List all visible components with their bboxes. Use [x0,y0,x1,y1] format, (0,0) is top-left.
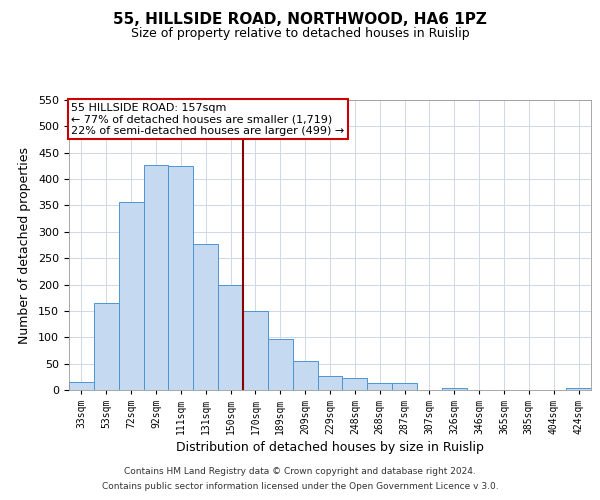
Bar [169,166,193,390]
Bar [243,311,268,390]
X-axis label: Distribution of detached houses by size in Ruislip: Distribution of detached houses by size … [176,441,484,454]
Bar [566,388,591,390]
Text: Size of property relative to detached houses in Ruislip: Size of property relative to detached ho… [131,28,469,40]
Y-axis label: Number of detached properties: Number of detached properties [18,146,31,344]
Bar [367,383,392,390]
Text: Contains public sector information licensed under the Open Government Licence v : Contains public sector information licen… [101,482,499,491]
Bar [119,202,143,390]
Bar [442,388,467,390]
Bar [143,165,169,390]
Text: Contains HM Land Registry data © Crown copyright and database right 2024.: Contains HM Land Registry data © Crown c… [124,467,476,476]
Bar [218,284,243,390]
Bar [317,376,343,390]
Bar [293,361,317,390]
Bar [268,339,293,390]
Bar [343,378,367,390]
Bar [193,244,218,390]
Text: 55 HILLSIDE ROAD: 157sqm
← 77% of detached houses are smaller (1,719)
22% of sem: 55 HILLSIDE ROAD: 157sqm ← 77% of detach… [71,102,345,136]
Bar [392,383,417,390]
Bar [94,303,119,390]
Text: 55, HILLSIDE ROAD, NORTHWOOD, HA6 1PZ: 55, HILLSIDE ROAD, NORTHWOOD, HA6 1PZ [113,12,487,28]
Bar [69,382,94,390]
